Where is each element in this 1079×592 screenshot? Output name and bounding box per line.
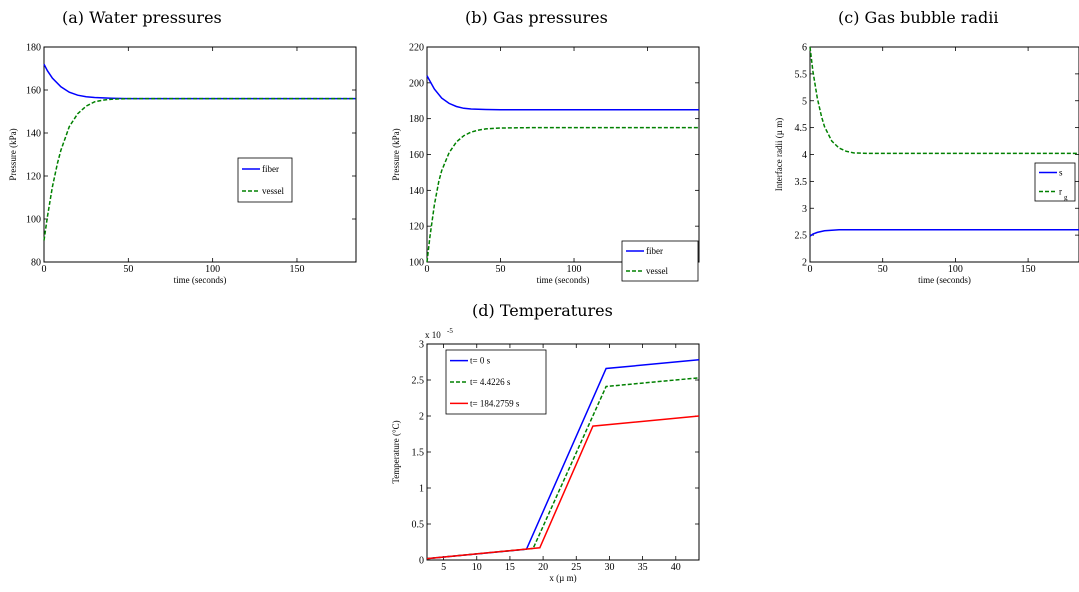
x-tick-label: 15 xyxy=(505,562,515,573)
caption-water-pressures: (a) Water pressures xyxy=(62,8,222,27)
series-line-t-184-2759-s xyxy=(426,415,700,560)
y-tick-label: 0.5 xyxy=(412,520,425,531)
y-tick-label: 180 xyxy=(26,43,41,54)
chart-water-pressures: 0 50 100 150 80 100 120 140 160 180 time (seconds)… xyxy=(8,43,357,285)
y-tick-label: 2.5 xyxy=(412,376,425,387)
plot-area xyxy=(43,46,357,263)
y-tick-label: 2 xyxy=(419,412,424,423)
plot-area xyxy=(426,46,700,263)
x-tick-label: 100 xyxy=(205,264,220,275)
y-tick-label: 1 xyxy=(419,484,424,495)
y-tick-label: 5 xyxy=(802,96,807,107)
y-tick-label: 4 xyxy=(802,150,807,161)
plot-area xyxy=(809,46,1079,263)
x-tick-label: 50 xyxy=(496,264,506,275)
series-line-s xyxy=(809,229,1079,237)
x-tick-label: 100 xyxy=(948,264,963,275)
y-axis-label: Pressure (kPa) xyxy=(8,128,18,180)
y-tick-label: 160 xyxy=(409,150,424,161)
y-tick-label: 120 xyxy=(26,172,41,183)
legend-label-subscript: g xyxy=(1064,194,1068,202)
x-tick-label: 20 xyxy=(538,562,548,573)
y-tick-label: 6 xyxy=(802,43,807,54)
x-axis-label: time (seconds) xyxy=(537,275,590,285)
x-tick-label: 150 xyxy=(1021,264,1036,275)
series-line-vessel xyxy=(426,126,699,263)
y-axis-multiplier: x 10 xyxy=(425,330,441,340)
y-axis-multiplier-exponent: -5 xyxy=(447,327,453,335)
legend-label: fiber xyxy=(262,164,279,174)
x-tick-label: 25 xyxy=(571,562,581,573)
y-tick-label: 3.5 xyxy=(795,177,808,188)
y-tick-label: 140 xyxy=(409,186,424,197)
legend-box xyxy=(1034,162,1076,202)
series-line-t-4-4226-s xyxy=(426,377,700,560)
y-tick-label: 120 xyxy=(409,222,424,233)
x-tick-label: 50 xyxy=(123,264,133,275)
y-tick-label: 3 xyxy=(419,340,424,351)
x-axis-label: x (µ m) xyxy=(549,573,576,583)
legend-label: t= 0 s xyxy=(470,356,491,366)
y-tick-label: 180 xyxy=(409,114,424,125)
y-tick-label: 0 xyxy=(419,556,424,567)
x-tick-label: 150 xyxy=(289,264,304,275)
y-tick-label: 5.5 xyxy=(795,69,808,80)
caption-temperatures: (d) Temperatures xyxy=(472,301,613,320)
legend-label: t= 4.4226 s xyxy=(470,377,511,387)
y-axis-label: Interface radii (µ m) xyxy=(774,118,784,191)
legend-label: fiber xyxy=(646,246,663,256)
y-tick-label: 3 xyxy=(802,204,807,215)
x-tick-label: 0 xyxy=(42,264,47,275)
legend-label: s xyxy=(1059,168,1063,178)
y-tick-label: 80 xyxy=(31,258,41,269)
y-tick-label: 220 xyxy=(409,43,424,54)
legend-label: t= 184.2759 s xyxy=(470,398,520,408)
x-tick-label: 0 xyxy=(425,264,430,275)
legend-label: vessel xyxy=(646,266,668,276)
y-tick-label: 100 xyxy=(26,215,41,226)
x-tick-label: 0 xyxy=(808,264,813,275)
caption-gas-bubble-radii: (c) Gas bubble radii xyxy=(838,8,999,27)
chart-gas-bubble-radii: 0 50 100 150 2 2.5 3 3.5 4 4.5 5 5.5 6 time (seconds)… xyxy=(774,43,1079,285)
x-tick-label: 40 xyxy=(671,562,681,573)
caption-gas-pressures: (b) Gas pressures xyxy=(465,8,608,27)
series-line-vessel xyxy=(43,97,356,241)
chart-temperatures: 5 10 15 20 25 30 35 40 0 0.5 1 1.5 2 2.5 3 x (µ m) Tempe… xyxy=(391,327,700,583)
series-line-fiber xyxy=(426,75,699,111)
series-line-r xyxy=(809,46,1079,155)
x-axis-label: time (seconds) xyxy=(174,275,227,285)
x-tick-label: 10 xyxy=(472,562,482,573)
y-tick-label: 4.5 xyxy=(795,123,808,134)
x-tick-label: 50 xyxy=(878,264,888,275)
x-tick-label: 35 xyxy=(638,562,648,573)
legend-label: r xyxy=(1059,187,1062,197)
y-tick-label: 200 xyxy=(409,78,424,89)
y-axis-label: Temperature (°C) xyxy=(391,420,401,483)
legend-box xyxy=(621,240,699,282)
x-tick-label: 30 xyxy=(604,562,614,573)
y-tick-label: 160 xyxy=(26,86,41,97)
y-axis-label: Pressure (kPa) xyxy=(391,128,401,180)
chart-gas-pressures: 050100150100120140160180200220time (seco… xyxy=(391,43,700,285)
y-tick-label: 2.5 xyxy=(795,231,808,242)
y-tick-label: 100 xyxy=(409,258,424,269)
x-axis-label: time (seconds) xyxy=(918,275,971,285)
x-tick-label: 100 xyxy=(567,264,582,275)
y-tick-label: 1.5 xyxy=(412,448,425,459)
x-tick-label: 5 xyxy=(441,562,446,573)
y-tick-label: 2 xyxy=(802,258,807,269)
y-tick-label: 140 xyxy=(26,129,41,140)
legend-label: vessel xyxy=(262,186,284,196)
legend-box xyxy=(237,157,293,203)
